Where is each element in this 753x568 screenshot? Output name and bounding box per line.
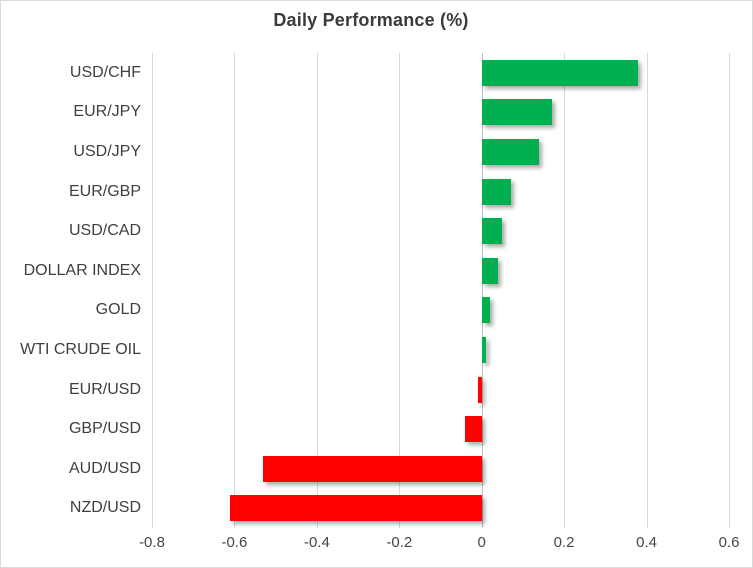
gridline <box>316 53 318 528</box>
bar <box>481 59 639 86</box>
bar <box>465 416 482 442</box>
x-tick-label: 0.6 <box>718 534 740 551</box>
bar <box>477 376 482 403</box>
chart-title: Daily Performance (%) <box>273 10 469 30</box>
category-label: AUD/USD <box>68 459 141 477</box>
category-label: USD/CAD <box>68 222 141 240</box>
bar <box>481 257 499 284</box>
value-axis: -0.8 -0.6 -0.4 -0.2 0 0.2 0.4 0.6 <box>139 534 739 554</box>
category-label: USD/JPY <box>73 143 141 160</box>
x-tick-label: 0.4 <box>636 534 658 551</box>
category-label: GBP/USD <box>68 420 141 437</box>
bar <box>481 297 490 324</box>
x-tick-label: -0.8 <box>139 534 165 551</box>
x-tick-label: 0.2 <box>553 534 575 551</box>
bar <box>481 218 503 245</box>
category-label: USD/CHF <box>69 63 141 81</box>
x-tick-label: -0.2 <box>386 534 413 551</box>
category-label: EUR/USD <box>68 380 141 398</box>
x-tick-label: 0 <box>477 534 486 551</box>
category-label: DOLLAR INDEX <box>23 261 141 279</box>
plot-area <box>152 53 730 528</box>
gridline <box>729 53 730 528</box>
bar <box>481 336 486 363</box>
gridline <box>152 53 153 528</box>
category-label: EUR/GBP <box>68 182 141 200</box>
category-label: NZD/USD <box>69 499 141 517</box>
category-label: GOLD <box>95 301 141 319</box>
category-label: WTI CRUDE OIL <box>20 340 141 358</box>
zero-axis-line <box>481 53 483 528</box>
x-tick-label: -0.6 <box>221 534 248 551</box>
x-tick-label: -0.4 <box>303 534 330 551</box>
bar <box>230 495 482 522</box>
bar <box>481 99 552 126</box>
gridline <box>399 53 401 528</box>
gridline <box>646 53 648 528</box>
gridline <box>234 53 236 528</box>
bar <box>481 139 540 165</box>
category-axis: USD/CHF EUR/JPY USD/JPY EUR/GBP USD/CAD DOLLA… <box>1 53 141 528</box>
bar <box>481 178 511 205</box>
bar <box>263 455 482 482</box>
gridline <box>564 53 566 528</box>
category-label: EUR/JPY <box>73 103 141 121</box>
